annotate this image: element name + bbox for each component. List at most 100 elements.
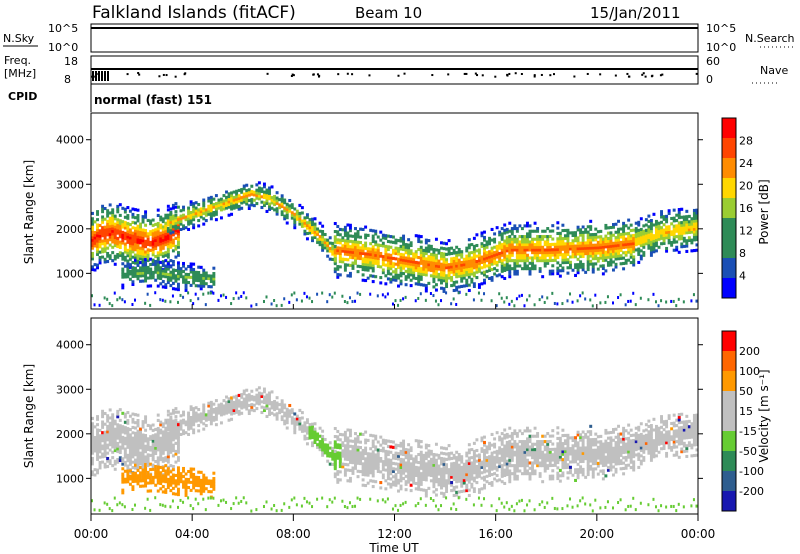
power-cell — [219, 208, 223, 212]
velocity-cell — [128, 444, 132, 448]
power-cell — [123, 258, 127, 262]
velocity-cell — [328, 451, 332, 456]
power-cell — [536, 235, 540, 239]
power-cell — [128, 255, 132, 259]
power-cell — [515, 240, 519, 244]
velocity-cell — [278, 408, 282, 412]
power-cell — [619, 262, 623, 266]
power-cell — [283, 206, 287, 210]
velocity-cell — [154, 449, 158, 453]
power-cell — [394, 299, 397, 303]
velocity-cell — [465, 497, 468, 501]
power-cell — [490, 268, 494, 272]
velocity-cell — [437, 467, 441, 471]
power-cell — [222, 202, 226, 206]
velocity-cell — [455, 485, 459, 489]
power-cell — [609, 255, 613, 259]
power-cell — [409, 243, 413, 248]
velocity-cell — [356, 461, 360, 465]
power-cell — [569, 242, 572, 246]
power-cell — [553, 258, 557, 262]
velocity-cell — [336, 451, 340, 455]
velocity-cell — [169, 420, 173, 424]
velocity-cell — [260, 405, 264, 409]
velocity-cell — [161, 438, 165, 442]
power-cell — [490, 251, 494, 256]
power-cell — [445, 258, 449, 262]
velocity-cell — [187, 416, 191, 420]
power-cell — [240, 188, 244, 192]
power-cell — [692, 230, 696, 234]
power-cell — [429, 274, 433, 278]
power-cell — [146, 234, 150, 239]
power-cell — [599, 229, 603, 233]
power-cell — [647, 238, 651, 242]
velocity-cell — [389, 450, 393, 454]
velocity-cell — [209, 422, 213, 426]
power-cell — [151, 247, 155, 251]
velocity-cell — [376, 459, 380, 463]
power-cell — [103, 225, 107, 229]
power-cell — [384, 234, 388, 238]
velocity-cell — [209, 490, 213, 494]
velocity-cell — [328, 446, 332, 450]
velocity-cell — [283, 403, 287, 407]
power-cell — [176, 266, 180, 270]
velocity-cell — [146, 447, 150, 452]
power-colorbar-tick-label: 12 — [739, 225, 753, 238]
velocity-cell — [141, 438, 145, 442]
velocity-cell — [293, 425, 297, 429]
power-cell — [467, 259, 471, 263]
velocity-cell — [93, 425, 97, 429]
velocity-cell — [338, 462, 342, 466]
power-cell — [594, 235, 598, 239]
power-cell — [485, 245, 489, 249]
power-cell — [161, 220, 165, 224]
velocity-cell — [465, 465, 469, 469]
velocity-cell — [262, 398, 266, 402]
velocity-cell — [166, 477, 170, 481]
velocity-cell — [136, 429, 140, 433]
velocity-cell — [212, 485, 216, 489]
power-cell — [594, 232, 598, 237]
velocity-cell — [273, 399, 277, 404]
power-cell — [169, 273, 173, 277]
velocity-cell — [384, 500, 387, 504]
power-cell — [245, 199, 249, 203]
velocity-cell — [348, 439, 352, 443]
velocity-cell — [123, 439, 127, 443]
power-cell — [394, 273, 398, 277]
velocity-cell — [106, 419, 110, 423]
power-cell — [230, 194, 234, 198]
velocity-cell — [144, 506, 147, 510]
velocity-cell — [348, 479, 352, 483]
power-cell — [465, 268, 469, 272]
power-cell — [437, 251, 441, 255]
power-cell — [465, 273, 469, 277]
power-cell — [366, 255, 370, 259]
velocity-cell — [197, 481, 201, 485]
power-cell — [665, 230, 669, 234]
velocity-cell — [328, 462, 332, 466]
power-cell — [232, 297, 235, 301]
power-cell — [298, 203, 302, 207]
power-cell — [515, 256, 519, 260]
velocity-cell — [397, 465, 400, 469]
power-cell — [217, 198, 221, 202]
power-cell — [440, 299, 443, 303]
power-cell — [427, 247, 431, 251]
power-cell — [569, 260, 572, 264]
velocity-cell — [399, 479, 403, 483]
power-cell — [462, 263, 466, 267]
velocity-cell — [91, 440, 94, 445]
velocity-cell — [123, 463, 127, 467]
power-cell — [257, 197, 261, 201]
velocity-cell — [366, 468, 370, 472]
power-cell — [581, 254, 585, 258]
power-cell — [508, 235, 512, 239]
power-cell — [685, 217, 689, 221]
power-cell — [548, 248, 552, 252]
velocity-cell — [384, 439, 388, 443]
power-cell — [639, 257, 643, 261]
power-cell — [422, 283, 426, 287]
